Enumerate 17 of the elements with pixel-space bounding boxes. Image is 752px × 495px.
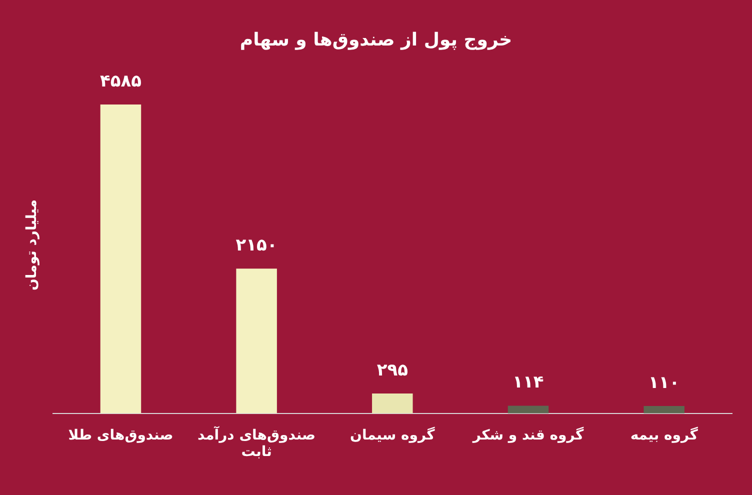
bar [644, 406, 684, 414]
bar [100, 104, 142, 414]
x-tick-label: صندوق‌های طلا [68, 427, 174, 444]
x-tick-label: گروه قند و شکر [472, 426, 584, 444]
bar [508, 406, 549, 414]
bar [372, 394, 413, 414]
x-tick-label: صندوق‌های درآمد ثابت [198, 425, 316, 460]
data-label: ۱۱۴ [512, 372, 544, 393]
data-label: ۲۱۵۰ [236, 236, 278, 256]
data-label: ۴۵۸۵ [100, 71, 142, 92]
data-label: ۱۱۰ [648, 372, 680, 393]
data-label: ۲۹۵ [376, 360, 408, 380]
bar [236, 268, 277, 414]
chart-title: خروج پول از صندوق‌ها و سهام [240, 29, 512, 50]
x-tick-label: گروه بیمه [630, 426, 699, 444]
y-axis-title: میلیارد تومان [24, 199, 40, 291]
x-tick-label: گروه سیمان [350, 426, 436, 444]
